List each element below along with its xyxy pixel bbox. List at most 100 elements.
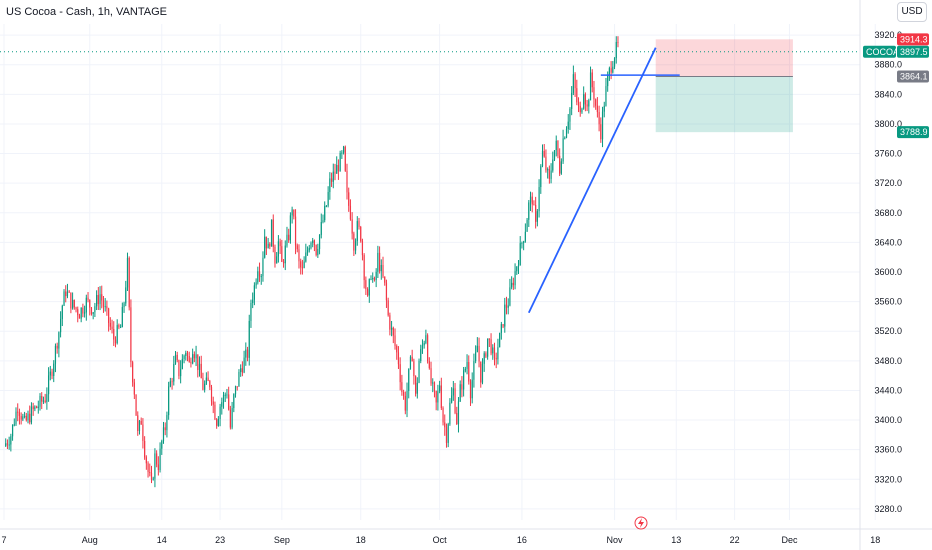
candle-body xyxy=(579,105,581,113)
candle-body xyxy=(171,381,173,383)
candle-body xyxy=(476,345,478,353)
y-tick-label: 3520.0 xyxy=(874,326,902,336)
candle-body xyxy=(169,381,171,387)
candle-body xyxy=(457,401,460,424)
candle-body xyxy=(267,243,269,249)
candle-body xyxy=(437,391,439,403)
candle-body xyxy=(511,282,513,288)
candle-body xyxy=(497,347,499,360)
grid xyxy=(0,24,876,520)
candle-body xyxy=(49,371,51,376)
candle-body xyxy=(425,335,427,343)
candle-body xyxy=(152,478,154,480)
candle-body xyxy=(492,347,494,354)
candle-body xyxy=(183,355,185,359)
candle-body xyxy=(147,463,149,473)
candle-body xyxy=(20,416,22,420)
candle-body xyxy=(178,360,180,377)
candle-body xyxy=(108,308,110,323)
entry-price-tag-bg xyxy=(897,70,929,83)
candle-body xyxy=(176,354,178,361)
candle-body xyxy=(475,352,477,362)
candle-body xyxy=(576,88,578,103)
candle-body xyxy=(598,112,600,125)
x-tick-label: 18 xyxy=(356,535,366,545)
candle-body xyxy=(250,303,252,321)
candle-body xyxy=(454,388,456,413)
candle-body xyxy=(277,241,279,257)
candle-body xyxy=(495,357,497,360)
candle-body xyxy=(126,257,129,288)
candle-body xyxy=(10,436,12,445)
candle-body xyxy=(8,444,10,446)
y-tick-label: 3840.0 xyxy=(874,89,902,99)
candle-body xyxy=(102,300,105,307)
candle-body xyxy=(185,352,187,356)
candle-body xyxy=(18,412,21,417)
candle-body xyxy=(214,404,216,420)
candle-body xyxy=(488,338,490,340)
long-position-tool[interactable] xyxy=(655,39,793,133)
candle-body xyxy=(145,457,147,464)
y-tick-label: 3880.0 xyxy=(874,60,902,70)
candle-body xyxy=(610,68,612,73)
candle-body xyxy=(258,271,261,277)
candle-body xyxy=(452,388,454,396)
candle-body xyxy=(29,413,31,423)
candle-body xyxy=(217,418,219,426)
candle-body xyxy=(63,291,65,306)
candle-body xyxy=(308,248,310,251)
candle-body xyxy=(505,304,508,308)
candle-body xyxy=(296,245,298,250)
candle-body xyxy=(545,156,547,171)
candle-body xyxy=(368,279,370,296)
candle-body xyxy=(270,219,273,247)
candle-body xyxy=(550,170,552,179)
candle-body xyxy=(173,364,175,382)
candle-body xyxy=(372,278,374,280)
candle-body xyxy=(23,415,26,417)
candle-body xyxy=(440,385,442,409)
candle-body xyxy=(428,361,430,369)
candle-body xyxy=(322,220,324,223)
drawings[interactable] xyxy=(0,47,860,314)
candle-body xyxy=(485,353,487,357)
candle-body xyxy=(615,42,617,59)
candle-body xyxy=(222,395,225,403)
candle-body xyxy=(276,256,278,264)
candle-body xyxy=(204,383,206,390)
candle-body xyxy=(318,234,321,249)
candle-body xyxy=(466,362,468,369)
candle-body xyxy=(315,244,317,256)
candle-body xyxy=(257,271,259,283)
candle-body xyxy=(526,219,528,232)
candle-body xyxy=(94,306,96,313)
candle-body xyxy=(252,299,254,304)
candle-body xyxy=(132,362,134,383)
candle-body xyxy=(6,443,9,445)
candle-body xyxy=(82,307,84,314)
candle-body xyxy=(411,356,413,362)
candle-body xyxy=(293,209,295,217)
candle-body xyxy=(234,386,237,395)
candle-body xyxy=(226,394,228,396)
candle-body xyxy=(366,289,369,296)
candle-body xyxy=(197,354,199,370)
candle-body xyxy=(341,152,343,154)
candle-body xyxy=(255,282,257,286)
candle-body xyxy=(430,368,432,384)
candle-body xyxy=(87,297,89,300)
candle-body xyxy=(480,361,482,383)
candle-body xyxy=(130,307,132,363)
candle-body xyxy=(13,424,15,426)
lightning-bolt-icon[interactable] xyxy=(634,516,648,530)
currency-button[interactable]: USD xyxy=(897,2,927,22)
candle-body xyxy=(198,363,201,370)
candle-body xyxy=(99,294,101,305)
candle-body xyxy=(478,345,480,362)
candle-body xyxy=(140,420,142,425)
y-tick-label: 3600.0 xyxy=(874,267,902,277)
candle-body xyxy=(370,279,372,281)
x-tick-label: 23 xyxy=(215,535,225,545)
